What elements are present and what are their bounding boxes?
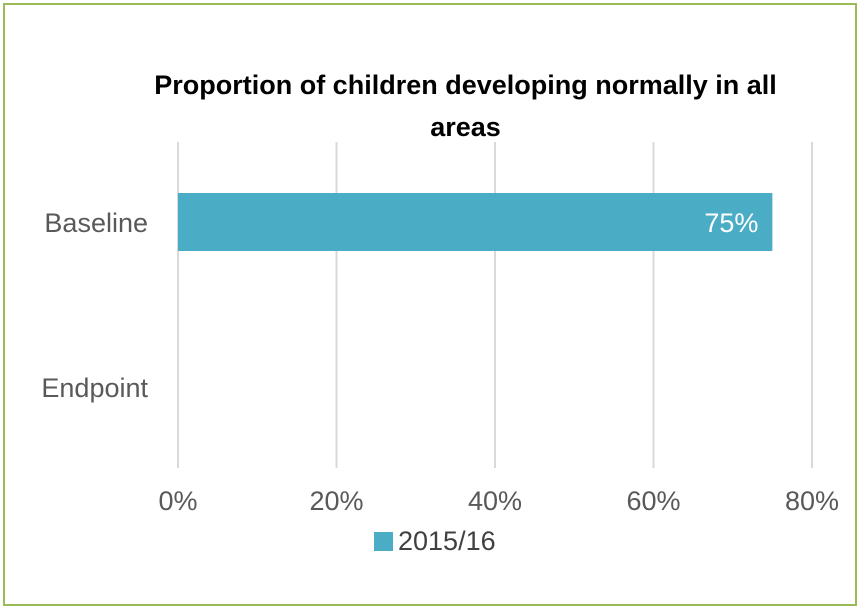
gridlines bbox=[177, 142, 813, 468]
x-tick-label: 60% bbox=[626, 486, 680, 516]
legend-label: 2015/16 bbox=[398, 526, 496, 556]
x-tick-label: 40% bbox=[468, 486, 522, 516]
legend: 2015/16 bbox=[374, 526, 496, 557]
category-label: Baseline bbox=[44, 208, 148, 238]
data-labels: 75% bbox=[704, 208, 758, 238]
bar bbox=[178, 193, 773, 251]
legend-swatch bbox=[374, 532, 393, 551]
chart-title-text: Proportion of children developing normal… bbox=[154, 70, 785, 142]
chart-frame bbox=[3, 3, 857, 606]
x-tick-label: 80% bbox=[785, 486, 839, 516]
chart-title: Proportion of children developing normal… bbox=[0, 22, 862, 148]
x-tick-label: 20% bbox=[309, 486, 363, 516]
bars bbox=[178, 193, 773, 251]
category-label: Endpoint bbox=[41, 373, 148, 403]
x-tick-labels: 0% 20% 40% 60% 80% bbox=[158, 486, 839, 516]
category-labels: Baseline Endpoint bbox=[41, 208, 148, 403]
data-label: 75% bbox=[704, 208, 758, 238]
x-tick-label: 0% bbox=[158, 486, 197, 516]
